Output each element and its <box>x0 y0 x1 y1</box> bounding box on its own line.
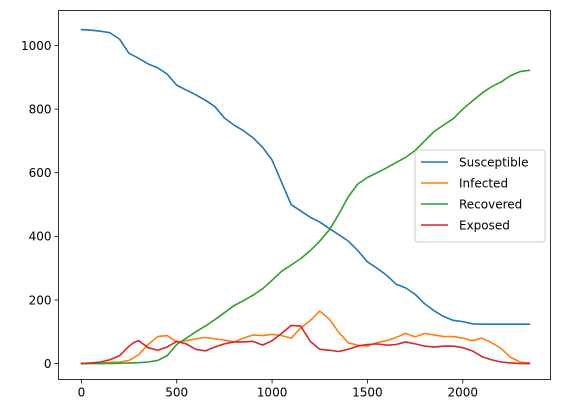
y-tick-label: 600 <box>29 166 52 180</box>
plot-frame <box>58 10 551 380</box>
x-tick-label: 500 <box>165 386 188 400</box>
series-line-susceptible <box>80 28 531 325</box>
series-layer <box>80 28 531 365</box>
series-line-recovered <box>80 69 531 365</box>
legend-label: Susceptible <box>459 155 528 169</box>
legend: Susceptible Infected Recovered Exposed <box>414 149 546 243</box>
legend-box <box>414 149 546 243</box>
y-tick-label: 400 <box>29 230 52 244</box>
y-tick-label: 800 <box>29 102 52 116</box>
y-tick-label: 0 <box>44 357 52 371</box>
x-tick-label: 2000 <box>448 386 479 400</box>
x-tick-label: 1000 <box>257 386 288 400</box>
x-tick-label: 1500 <box>352 386 383 400</box>
y-tick-label: 1000 <box>21 39 52 53</box>
series-line-infected <box>80 310 531 365</box>
legend-label: Recovered <box>459 197 522 211</box>
y-tick-label: 200 <box>29 293 52 307</box>
x-tick-label: 0 <box>78 386 86 400</box>
series-line-exposed <box>80 324 531 365</box>
legend-label: Exposed <box>459 218 510 232</box>
axes-ticks: 0 500 1000 1500 2000 0 200 400 600 800 1000 <box>21 39 478 400</box>
legend-label: Infected <box>459 176 508 190</box>
